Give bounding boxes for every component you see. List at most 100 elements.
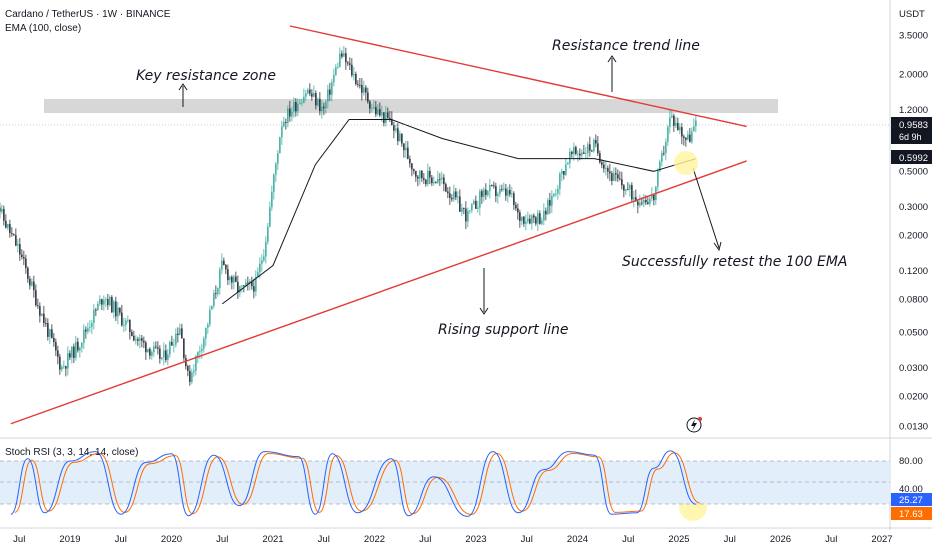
candle-body bbox=[191, 372, 193, 382]
resistance-zone bbox=[44, 99, 778, 113]
candle-body bbox=[395, 128, 397, 131]
candle-body bbox=[257, 272, 259, 277]
price-tick: 0.0800 bbox=[899, 294, 928, 305]
candle-body bbox=[525, 221, 527, 224]
candle-body bbox=[247, 282, 249, 284]
candle-body bbox=[495, 186, 497, 196]
candle-body bbox=[147, 348, 149, 353]
candle-body bbox=[651, 194, 653, 199]
candle-body bbox=[45, 322, 47, 324]
candle-body bbox=[429, 170, 431, 178]
price-axis[interactable]: 3.5000 2.0000 1.2000 0.5000 0.3000 0.2000 0.12… bbox=[899, 30, 928, 432]
candle-body bbox=[681, 127, 683, 137]
time-tick: 2022 bbox=[364, 534, 385, 545]
candle-body bbox=[307, 89, 309, 94]
candle-body bbox=[361, 84, 363, 93]
ema-line bbox=[221, 119, 697, 305]
time-tick: Jul bbox=[419, 534, 431, 545]
candle-body bbox=[283, 122, 285, 127]
candle-body bbox=[13, 233, 15, 236]
symbol-title[interactable]: Cardano / TetherUS · 1W · BINANCE bbox=[5, 9, 171, 20]
candle-body bbox=[607, 168, 609, 172]
ema-legend[interactable]: EMA (100, close) bbox=[5, 23, 81, 34]
candle-body bbox=[195, 356, 197, 371]
candle-body bbox=[677, 122, 679, 131]
candle-body bbox=[557, 188, 559, 194]
candle-body bbox=[279, 137, 281, 154]
resistance-zone-arrowhead bbox=[178, 83, 188, 91]
rsi-d-line bbox=[14, 452, 701, 516]
candle-body bbox=[93, 309, 95, 323]
time-tick: Jul bbox=[825, 534, 837, 545]
candle-body bbox=[85, 329, 87, 332]
candle-body bbox=[173, 344, 175, 346]
candle-body bbox=[593, 140, 595, 152]
candle-body bbox=[369, 101, 371, 109]
candle-body bbox=[255, 276, 257, 292]
ema-value: 0.5992 bbox=[899, 153, 928, 164]
candle-body bbox=[621, 179, 623, 186]
candle-body bbox=[391, 119, 393, 125]
candle-body bbox=[687, 134, 689, 140]
rsi-legend[interactable]: Stoch RSI (3, 3, 14, 14, close) bbox=[5, 447, 138, 458]
candle-body bbox=[145, 342, 147, 353]
candle-body bbox=[89, 327, 91, 328]
candle-body bbox=[149, 348, 151, 356]
candle-body bbox=[535, 217, 537, 224]
candle-body bbox=[221, 260, 223, 270]
time-axis[interactable]: Jul 2019 Jul 2020 Jul 2021 Jul 2022 Jul 2023 Jul 20… bbox=[13, 534, 892, 545]
candle-body bbox=[251, 281, 253, 287]
candle-body bbox=[305, 93, 307, 97]
candle-body bbox=[611, 173, 613, 181]
candle-body bbox=[539, 213, 541, 224]
flash-icon[interactable] bbox=[686, 417, 702, 433]
price-layer bbox=[0, 25, 747, 425]
candle-body bbox=[163, 350, 165, 358]
time-tick: 2019 bbox=[59, 534, 80, 545]
candle-body bbox=[511, 193, 513, 195]
candle-body bbox=[219, 269, 221, 289]
candle-body bbox=[5, 220, 7, 228]
candle-body bbox=[517, 208, 519, 213]
candle-body bbox=[189, 370, 191, 382]
candle-body bbox=[297, 103, 299, 112]
candle-body bbox=[17, 244, 19, 246]
candle-body bbox=[583, 152, 585, 154]
candle-body bbox=[143, 340, 145, 343]
candle-body bbox=[227, 269, 229, 281]
candle-body bbox=[87, 327, 89, 332]
candle-body bbox=[127, 319, 129, 321]
price-tick: 0.0500 bbox=[899, 327, 928, 338]
candle-body bbox=[197, 351, 199, 357]
candle-body bbox=[33, 281, 35, 291]
candle-body bbox=[239, 286, 241, 293]
candle-body bbox=[497, 194, 499, 196]
price-tick: 0.2000 bbox=[899, 230, 928, 241]
candle-body bbox=[271, 191, 273, 208]
candle-body bbox=[553, 193, 555, 197]
candle-body bbox=[113, 301, 115, 313]
candle-body bbox=[601, 162, 603, 165]
candle-body bbox=[267, 226, 269, 242]
candle-body bbox=[41, 313, 43, 316]
ema-value-badge bbox=[891, 150, 932, 164]
candle-body bbox=[467, 210, 469, 222]
candle-body bbox=[357, 84, 359, 85]
candle-body bbox=[133, 335, 135, 341]
candle-body bbox=[331, 82, 333, 95]
currency-label[interactable]: USDT bbox=[899, 9, 925, 20]
candle-body bbox=[121, 312, 123, 326]
candle-body bbox=[419, 170, 421, 179]
candle-body bbox=[355, 73, 357, 85]
candle-body bbox=[213, 293, 215, 306]
candle-body bbox=[389, 117, 391, 120]
candle-body bbox=[1, 209, 3, 212]
candle-body bbox=[111, 297, 113, 313]
candle-body bbox=[273, 174, 275, 192]
candle-body bbox=[527, 218, 529, 222]
time-tick: Jul bbox=[724, 534, 736, 545]
candle-body bbox=[319, 98, 321, 112]
candle-body bbox=[351, 64, 353, 76]
